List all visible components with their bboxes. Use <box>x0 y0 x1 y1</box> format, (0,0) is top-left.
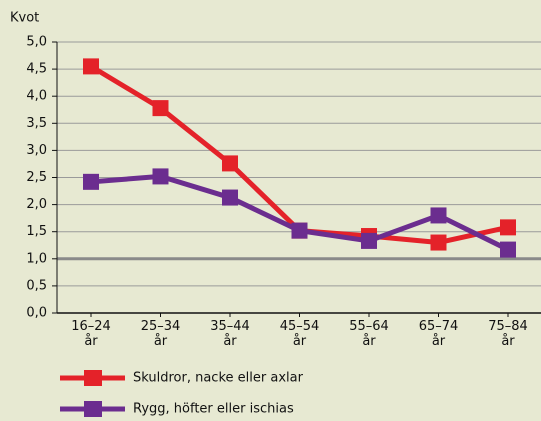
y-tick-label: 1,5 <box>26 224 47 239</box>
data-point <box>430 207 447 224</box>
data-point <box>83 173 99 190</box>
y-tick-label: 4,5 <box>26 62 47 77</box>
legend-marker <box>84 401 102 417</box>
legend-label: Skuldror, nacke eller axlar <box>133 371 304 386</box>
y-tick-label: 3,0 <box>26 143 47 158</box>
x-tick-label: 45–54 år <box>280 319 320 349</box>
legend-label: Rygg, höfter eller ischias <box>133 402 294 417</box>
data-point <box>361 232 377 249</box>
data-point <box>500 219 516 236</box>
y-tick-label: 4,0 <box>26 89 47 104</box>
y-axis-label: Kvot <box>10 11 39 26</box>
data-point <box>430 234 447 251</box>
y-tick-label: 1,0 <box>26 251 47 266</box>
y-tick-label: 3,5 <box>26 116 47 131</box>
y-tick-label: 5,0 <box>26 35 47 50</box>
data-point <box>222 189 238 206</box>
data-point <box>222 155 238 172</box>
y-tick-label: 2,5 <box>26 170 47 185</box>
x-tick-label: 16–24 år <box>71 319 111 349</box>
y-tick-label: 0,5 <box>26 278 47 293</box>
data-point <box>500 241 516 258</box>
legend-marker <box>84 370 102 386</box>
x-tick-label: 55–64 år <box>349 319 389 349</box>
x-tick-label: 75–84 år <box>488 319 528 349</box>
x-tick-label: 65–74 år <box>419 319 459 349</box>
x-tick-label: 35–44 år <box>210 319 250 349</box>
y-tick-label: 0,0 <box>26 306 47 321</box>
y-tick-label: 2,0 <box>26 197 47 212</box>
x-tick-label: 25–34 år <box>141 319 181 349</box>
data-point <box>83 58 99 75</box>
data-point <box>152 100 169 117</box>
data-point <box>152 168 169 185</box>
data-point <box>291 222 308 239</box>
